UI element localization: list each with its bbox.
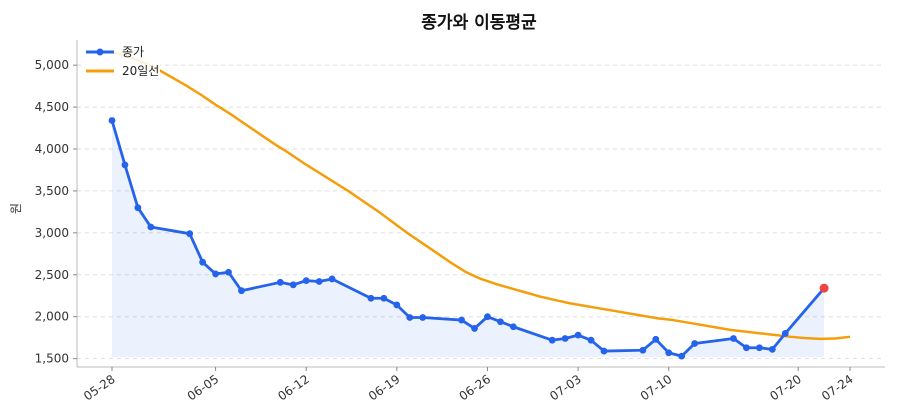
close-price-point bbox=[108, 117, 116, 124]
close-price-point bbox=[548, 336, 556, 344]
legend-label-close: 종가 bbox=[122, 45, 144, 59]
close-price-point bbox=[147, 223, 155, 231]
close-price-point bbox=[471, 325, 478, 332]
x-tick-labels: 05-28 06-05 06-12 06-19 06-26 07-03 07-10 07-20… bbox=[81, 367, 856, 403]
close-price-point bbox=[315, 278, 323, 285]
close-price-point bbox=[691, 340, 699, 347]
y-axis-label: 원 bbox=[9, 203, 23, 214]
ma20-line bbox=[111, 51, 851, 341]
close-price-point bbox=[561, 335, 569, 342]
x-tick-label: 07-03 bbox=[547, 372, 584, 403]
close-price-point bbox=[587, 336, 595, 344]
x-tick-label: 05-28 bbox=[81, 372, 118, 403]
close-price-point bbox=[419, 314, 427, 321]
close-price-point bbox=[380, 294, 388, 302]
series-lines bbox=[110, 51, 851, 358]
y-tick-label: 2,000 bbox=[35, 310, 69, 324]
grid-lines bbox=[77, 64, 885, 360]
close-price-point bbox=[328, 275, 336, 283]
x-tick-label: 07-20 bbox=[767, 372, 804, 403]
y-tick-label: 1,500 bbox=[35, 352, 69, 366]
y-tick-label: 4,000 bbox=[35, 142, 69, 156]
close-price-point bbox=[276, 278, 284, 286]
x-tick-label: 06-12 bbox=[275, 372, 312, 403]
close-price-point bbox=[781, 330, 789, 337]
close-price-point bbox=[768, 345, 776, 353]
x-tick-label: 07-10 bbox=[638, 372, 675, 403]
close-price-point bbox=[509, 323, 517, 331]
area-fill-layer bbox=[112, 120, 825, 357]
close-price-point bbox=[367, 294, 375, 302]
close-price-point bbox=[121, 161, 129, 169]
x-tick-label: 07-24 bbox=[819, 372, 856, 403]
close-price-point bbox=[639, 346, 647, 354]
close-price-point bbox=[186, 230, 194, 238]
y-tick-label: 3,000 bbox=[35, 226, 69, 240]
y-tick-label: 4,500 bbox=[35, 100, 69, 114]
close-price-point bbox=[730, 335, 737, 342]
legend: 종가 20일선 bbox=[82, 40, 160, 82]
close-price-last-point bbox=[819, 283, 829, 293]
close-price-point bbox=[665, 349, 673, 357]
close-price-point bbox=[678, 352, 686, 360]
close-price-point bbox=[302, 277, 310, 285]
close-price-point bbox=[497, 318, 504, 326]
close-price-point bbox=[484, 313, 491, 321]
close-price-point bbox=[212, 270, 219, 278]
close-price-line bbox=[110, 120, 826, 358]
axes bbox=[76, 40, 885, 368]
y-tick-label: 5,000 bbox=[35, 58, 69, 72]
close-price-point bbox=[743, 344, 750, 352]
chart-title: 종가와 이동평균 bbox=[421, 13, 537, 33]
x-tick-label: 06-19 bbox=[366, 372, 403, 403]
legend-marker-close bbox=[96, 48, 104, 56]
close-price-point bbox=[600, 347, 608, 355]
close-price-point bbox=[755, 344, 763, 352]
y-tick-label: 2,500 bbox=[35, 268, 69, 282]
x-tick-label: 06-26 bbox=[457, 372, 494, 403]
close-price-point bbox=[289, 281, 297, 289]
close-price-point bbox=[458, 316, 465, 324]
close-price-area bbox=[112, 120, 825, 357]
close-price-point bbox=[238, 287, 245, 295]
close-price-point bbox=[652, 335, 660, 343]
close-price-point bbox=[574, 331, 582, 339]
y-tick-labels: 1,500 2,000 2,500 3,000 3,500 4,000 4,500 5,000 bbox=[35, 58, 77, 366]
x-tick-label: 06-05 bbox=[185, 372, 222, 403]
close-price-point bbox=[225, 268, 232, 276]
y-tick-label: 3,500 bbox=[35, 184, 69, 198]
close-price-point bbox=[393, 301, 401, 309]
close-price-point bbox=[134, 204, 142, 212]
close-price-point bbox=[199, 258, 207, 266]
legend-label-ma20: 20일선 bbox=[122, 64, 159, 78]
series-points bbox=[108, 117, 829, 360]
close-price-point bbox=[406, 314, 414, 321]
